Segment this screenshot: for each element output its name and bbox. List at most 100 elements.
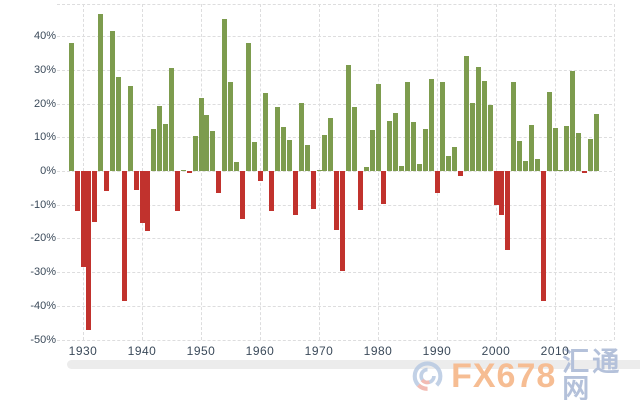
bar-1978[interactable] (363, 167, 369, 171)
bar-1928[interactable] (68, 43, 74, 171)
bar-1959[interactable] (251, 142, 257, 171)
bar-1984[interactable] (399, 166, 405, 171)
bar-1930[interactable] (80, 171, 86, 268)
bar-1957[interactable] (239, 171, 245, 220)
bar-1941[interactable] (145, 171, 151, 232)
bar-1998[interactable] (481, 81, 487, 171)
bar-1975[interactable] (346, 64, 351, 171)
bar-2015[interactable] (582, 171, 587, 174)
y-tick-0: 0% (40, 165, 56, 177)
bar-1948[interactable] (186, 171, 192, 174)
bar-1955[interactable] (228, 82, 233, 171)
bar-1943[interactable] (157, 105, 163, 171)
bar-1966[interactable] (292, 171, 298, 216)
bar-1972[interactable] (328, 118, 334, 171)
bar-1950[interactable] (198, 97, 204, 171)
bar-1946[interactable] (174, 171, 180, 212)
bar-2008[interactable] (540, 171, 546, 301)
bar-1997[interactable] (475, 66, 481, 171)
bar-1970[interactable] (316, 170, 322, 171)
bar-1980[interactable] (375, 84, 381, 171)
watermark-site-text: 汇通网 (562, 347, 623, 400)
bar-2016[interactable] (587, 138, 593, 171)
bar-2001[interactable] (499, 171, 505, 215)
gridline-v-1950 (201, 4, 202, 340)
bar-2002[interactable] (505, 171, 511, 250)
bar-1969[interactable] (310, 171, 316, 210)
bar-1977[interactable] (357, 171, 363, 210)
bar-1963[interactable] (275, 107, 281, 171)
bar-1979[interactable] (369, 129, 375, 171)
bar-1988[interactable] (422, 129, 428, 171)
bar-2003[interactable] (511, 82, 517, 171)
bar-1958[interactable] (245, 42, 251, 171)
bar-2010[interactable] (552, 127, 558, 171)
bar-1995[interactable] (464, 56, 469, 171)
bar-1954[interactable] (222, 19, 228, 171)
bar-2011[interactable] (558, 170, 564, 171)
x-tick-1960: 1960 (245, 344, 275, 358)
y-tick--40: -40% (30, 299, 56, 312)
bar-1931[interactable] (86, 171, 92, 330)
x-tick-1990: 1990 (422, 344, 452, 358)
bar-1947[interactable] (180, 170, 186, 171)
y-tick--10: -10% (30, 198, 56, 211)
bar-1942[interactable] (151, 129, 157, 171)
bar-1944[interactable] (163, 124, 169, 171)
bar-1961[interactable] (263, 93, 269, 171)
bar-2014[interactable] (576, 132, 582, 171)
chart-scrollbar[interactable] (67, 360, 640, 369)
bar-1976[interactable] (351, 106, 357, 171)
bar-1994[interactable] (458, 171, 464, 177)
bar-2013[interactable] (570, 71, 576, 171)
bar-1973[interactable] (334, 171, 340, 230)
bar-1933[interactable] (98, 13, 104, 171)
bar-2012[interactable] (564, 125, 570, 171)
bar-1999[interactable] (487, 105, 493, 171)
bar-1964[interactable] (281, 127, 287, 171)
bar-1939[interactable] (133, 171, 139, 190)
bar-2006[interactable] (528, 125, 534, 171)
bar-1983[interactable] (393, 112, 399, 171)
gridline-h-20 (57, 103, 612, 105)
bar-1932[interactable] (92, 171, 98, 222)
bar-1974[interactable] (340, 171, 346, 272)
bar-1952[interactable] (210, 131, 216, 171)
bar-2009[interactable] (546, 91, 552, 171)
bar-1990[interactable] (434, 171, 440, 194)
bar-1985[interactable] (405, 82, 410, 171)
bar-1986[interactable] (410, 121, 416, 171)
bar-1968[interactable] (304, 145, 310, 171)
bar-1965[interactable] (287, 140, 292, 171)
bar-2000[interactable] (493, 171, 499, 206)
bar-1987[interactable] (416, 164, 422, 171)
bar-1981[interactable] (381, 171, 387, 204)
bar-1949[interactable] (192, 136, 198, 171)
bar-1938[interactable] (127, 86, 133, 171)
bar-1967[interactable] (298, 103, 304, 171)
bar-1936[interactable] (115, 76, 121, 171)
bar-1934[interactable] (104, 171, 110, 191)
bar-1953[interactable] (216, 171, 222, 194)
bar-2017[interactable] (593, 113, 599, 171)
bar-1996[interactable] (469, 102, 475, 171)
bar-1992[interactable] (446, 155, 452, 171)
bar-2004[interactable] (517, 140, 523, 171)
bar-1937[interactable] (121, 171, 127, 302)
bar-1991[interactable] (440, 82, 446, 171)
bar-1982[interactable] (387, 121, 393, 171)
bar-2005[interactable] (523, 160, 528, 171)
bar-1956[interactable] (233, 162, 239, 171)
bar-1989[interactable] (428, 78, 434, 171)
bar-1945[interactable] (169, 67, 174, 171)
bar-1960[interactable] (257, 171, 263, 182)
y-tick--50: -50% (30, 333, 56, 346)
bar-1940[interactable] (139, 171, 145, 223)
bar-1962[interactable] (269, 171, 275, 211)
bar-1929[interactable] (74, 171, 80, 212)
bar-1951[interactable] (204, 115, 210, 171)
bar-1993[interactable] (452, 147, 458, 171)
bar-2007[interactable] (534, 159, 540, 171)
bar-1971[interactable] (322, 134, 328, 171)
bar-1935[interactable] (110, 31, 115, 171)
